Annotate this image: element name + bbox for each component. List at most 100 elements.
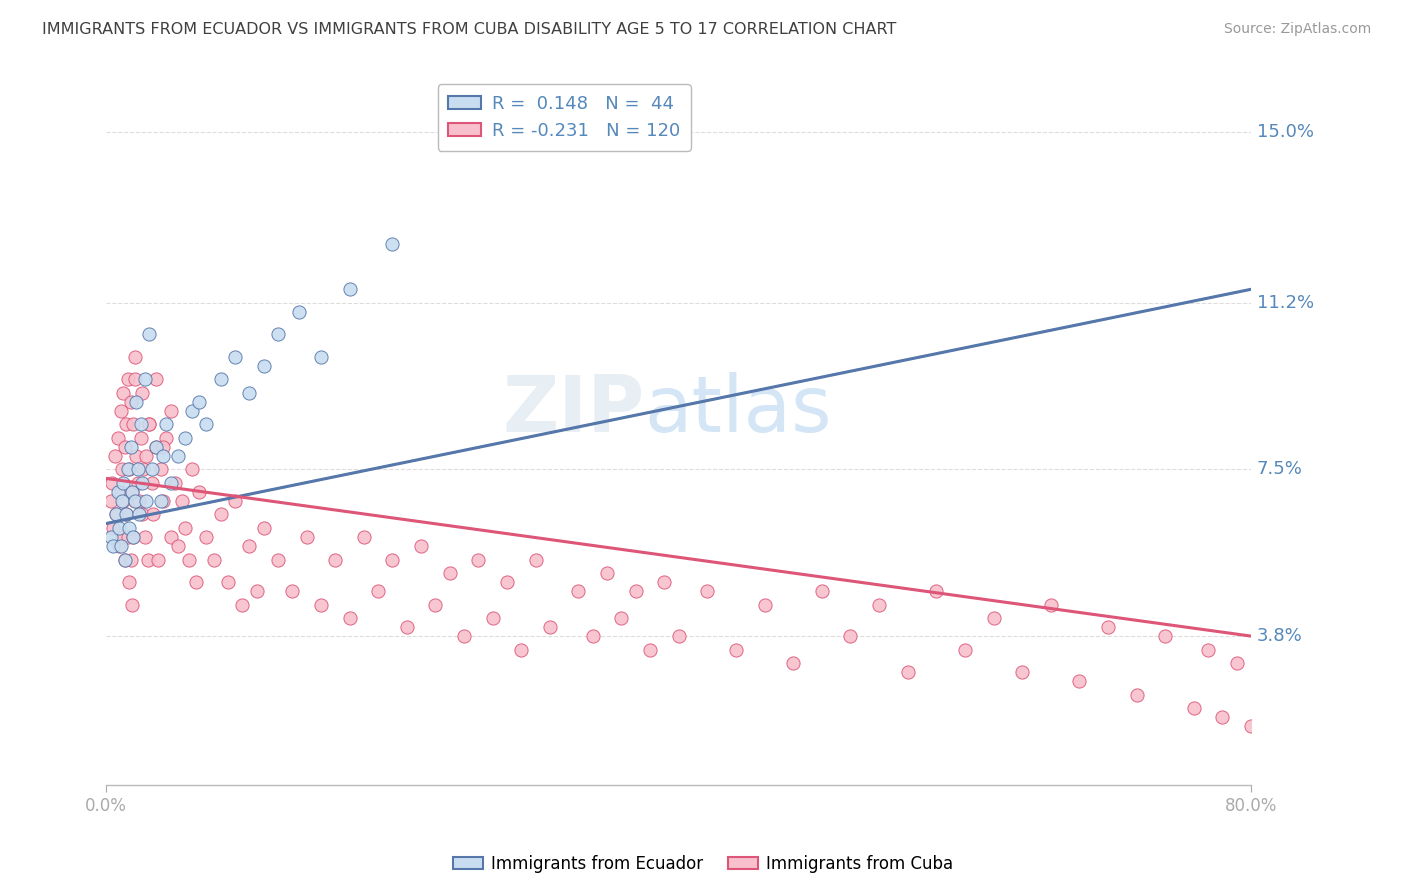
- Point: [868, 598, 890, 612]
- Point: [155, 431, 177, 445]
- Point: [127, 462, 149, 476]
- Point: [129, 431, 152, 445]
- Point: [111, 462, 134, 476]
- Point: [110, 539, 132, 553]
- Point: [108, 539, 131, 553]
- Point: [217, 575, 239, 590]
- Point: [668, 629, 690, 643]
- Point: [267, 552, 290, 566]
- Point: [839, 629, 862, 643]
- Point: [238, 385, 260, 400]
- Point: [1182, 701, 1205, 715]
- Text: 7.5%: 7.5%: [1257, 460, 1303, 478]
- Point: [100, 494, 122, 508]
- Point: [174, 521, 197, 535]
- Point: [582, 629, 605, 643]
- Point: [152, 440, 174, 454]
- Point: [146, 552, 169, 566]
- Point: [353, 530, 375, 544]
- Point: [638, 642, 661, 657]
- Point: [624, 584, 647, 599]
- Point: [596, 566, 619, 580]
- Point: [121, 485, 143, 500]
- Point: [1197, 642, 1219, 657]
- Point: [202, 552, 225, 566]
- Point: [118, 521, 141, 535]
- Point: [120, 440, 142, 454]
- Point: [1039, 598, 1062, 612]
- Point: [1240, 719, 1263, 733]
- Point: [425, 598, 447, 612]
- Point: [897, 665, 920, 680]
- Point: [115, 417, 138, 432]
- Point: [114, 552, 136, 566]
- Point: [224, 494, 246, 508]
- Legend: Immigrants from Ecuador, Immigrants from Cuba: Immigrants from Ecuador, Immigrants from…: [446, 848, 960, 880]
- Text: ZIP: ZIP: [502, 372, 644, 448]
- Point: [115, 508, 138, 522]
- Point: [110, 404, 132, 418]
- Point: [103, 539, 125, 553]
- Text: atlas: atlas: [644, 372, 832, 448]
- Point: [117, 372, 139, 386]
- Point: [172, 494, 194, 508]
- Point: [339, 282, 361, 296]
- Point: [281, 584, 304, 599]
- Point: [110, 485, 132, 500]
- Point: [453, 629, 475, 643]
- Point: [467, 552, 489, 566]
- Point: [159, 530, 181, 544]
- Point: [510, 642, 533, 657]
- Point: [152, 494, 174, 508]
- Point: [129, 417, 152, 432]
- Point: [195, 530, 218, 544]
- Point: [696, 584, 718, 599]
- Point: [181, 404, 204, 418]
- Point: [104, 449, 127, 463]
- Point: [195, 417, 218, 432]
- Point: [134, 530, 156, 544]
- Point: [381, 552, 404, 566]
- Point: [112, 475, 135, 490]
- Point: [810, 584, 832, 599]
- Point: [395, 620, 418, 634]
- Text: 3.8%: 3.8%: [1257, 627, 1302, 645]
- Text: IMMIGRANTS FROM ECUADOR VS IMMIGRANTS FROM CUBA DISABILITY AGE 5 TO 17 CORRELATI: IMMIGRANTS FROM ECUADOR VS IMMIGRANTS FR…: [42, 22, 897, 37]
- Point: [112, 494, 135, 508]
- Point: [121, 598, 143, 612]
- Point: [145, 372, 167, 386]
- Point: [983, 611, 1005, 625]
- Point: [209, 508, 232, 522]
- Point: [131, 385, 153, 400]
- Point: [138, 327, 160, 342]
- Point: [754, 598, 776, 612]
- Point: [524, 552, 547, 566]
- Point: [610, 611, 633, 625]
- Point: [145, 440, 167, 454]
- Point: [114, 552, 136, 566]
- Text: 11.2%: 11.2%: [1257, 293, 1315, 312]
- Point: [118, 462, 141, 476]
- Point: [245, 584, 267, 599]
- Point: [724, 642, 747, 657]
- Point: [188, 395, 211, 409]
- Point: [149, 494, 172, 508]
- Point: [111, 494, 134, 508]
- Point: [209, 372, 232, 386]
- Point: [125, 395, 148, 409]
- Point: [124, 494, 146, 508]
- Point: [127, 475, 149, 490]
- Point: [166, 539, 188, 553]
- Point: [231, 598, 253, 612]
- Point: [309, 598, 332, 612]
- Point: [188, 485, 211, 500]
- Point: [135, 449, 157, 463]
- Point: [142, 508, 165, 522]
- Point: [121, 485, 143, 500]
- Point: [181, 462, 204, 476]
- Point: [567, 584, 589, 599]
- Point: [323, 552, 346, 566]
- Point: [100, 530, 122, 544]
- Point: [124, 494, 146, 508]
- Point: [120, 395, 142, 409]
